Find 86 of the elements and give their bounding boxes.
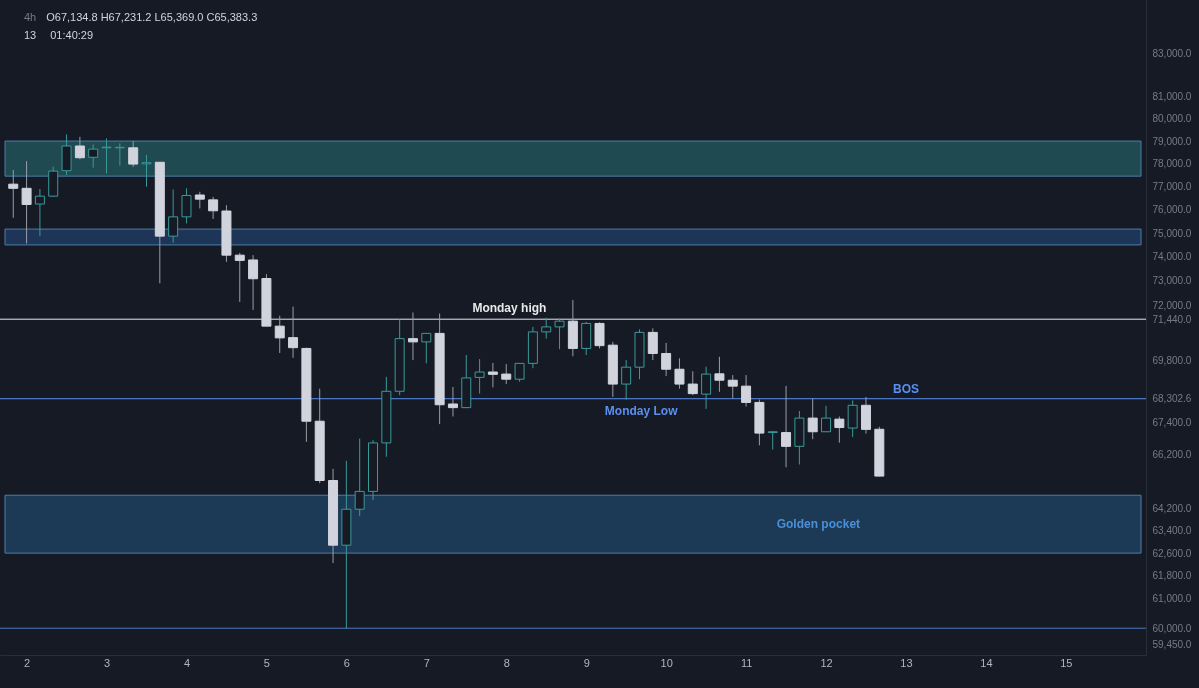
y-tick-label: 71,440.0 <box>1152 313 1192 325</box>
candlestick <box>621 359 632 401</box>
x-tick-label: 3 <box>103 656 111 669</box>
candlestick <box>847 399 858 438</box>
y-tick-label: 61,000.0 <box>1152 593 1192 605</box>
y-tick-label: 73,000.0 <box>1152 275 1192 287</box>
y-tick-label: 61,800.0 <box>1152 570 1192 582</box>
y-tick-label: 64,200.0 <box>1152 502 1192 514</box>
candlestick <box>34 188 45 237</box>
y-tick-label: 75,000.0 <box>1152 227 1192 239</box>
x-tick-label: 7 <box>423 656 430 669</box>
candlestick <box>21 160 32 244</box>
annotation: 01:40:29 <box>50 29 94 41</box>
candlestick <box>248 254 259 311</box>
x-tick-label: 4 <box>183 656 191 669</box>
candlestick <box>141 154 152 188</box>
candlestick <box>741 374 752 408</box>
candlestick <box>8 169 19 219</box>
candlestick <box>234 252 245 303</box>
x-tick-label: 15 <box>1060 656 1073 669</box>
y-tick-label: 59,450.0 <box>1152 639 1192 651</box>
candlestick <box>181 187 192 224</box>
candlestick <box>354 438 365 517</box>
y-tick-label: 79,000.0 <box>1152 135 1192 147</box>
x-tick-label: 10 <box>660 656 673 669</box>
y-tick-label: 63,400.0 <box>1152 525 1192 537</box>
x-tick-label: 13 <box>900 656 913 669</box>
candlestick <box>88 143 99 169</box>
candlestick <box>128 140 139 168</box>
candlestick <box>767 430 778 451</box>
candlestick <box>514 362 525 383</box>
candlestick <box>674 357 685 390</box>
x-tick-label: 2 <box>24 656 31 669</box>
candlestick <box>421 332 432 364</box>
y-tick-label: 74,000.0 <box>1152 251 1192 263</box>
candlestick <box>407 312 418 361</box>
y-tick-label: 60,000.0 <box>1152 622 1192 634</box>
x-tick-label: 5 <box>263 656 270 669</box>
y-tick-label: 68,302.6 <box>1152 393 1192 405</box>
candlestick <box>447 386 458 418</box>
y-tick-label: 78,000.0 <box>1152 158 1192 170</box>
y-tick-label: 76,000.0 <box>1152 204 1192 216</box>
candlestick <box>714 356 725 393</box>
candlestick <box>647 327 658 361</box>
candlestick <box>807 398 818 440</box>
y-tick-label: 83,000.0 <box>1152 48 1192 60</box>
candlestick <box>501 363 512 385</box>
candlestick <box>554 317 565 350</box>
y-tick-label: 66,200.0 <box>1152 448 1192 460</box>
ref-line-label: Monday Low <box>604 403 679 418</box>
candlestick <box>661 342 672 377</box>
candlestick <box>474 358 485 395</box>
x-tick-label: 12 <box>820 656 833 669</box>
text: 4h <box>24 11 37 23</box>
annotation: 13 <box>24 29 37 41</box>
candlestick <box>208 196 219 220</box>
candlestick <box>274 315 285 354</box>
candlestick <box>101 137 112 174</box>
candlestick <box>487 362 498 388</box>
candlestick <box>834 416 845 444</box>
y-tick-label: 69,800.0 <box>1152 354 1192 366</box>
candlestick <box>781 385 792 468</box>
y-tick-label: 77,000.0 <box>1152 180 1192 192</box>
y-tick-label: 72,000.0 <box>1152 299 1192 311</box>
x-tick-label: 6 <box>343 656 350 669</box>
candlestick <box>74 136 85 160</box>
candlestick <box>288 306 299 359</box>
annotation: BOS <box>892 381 919 396</box>
candlestick <box>701 366 712 410</box>
candlestick <box>168 188 179 244</box>
band-label: Golden pocket <box>776 517 861 532</box>
ref-line-label: Monday high <box>472 301 547 316</box>
text: O67,134.8 H67,231.2 L65,369.0 C65,383.3 <box>46 11 258 23</box>
x-tick-label: 14 <box>980 656 993 669</box>
candlestick <box>541 317 552 340</box>
candlestick <box>594 321 605 349</box>
y-tick-label: 62,600.0 <box>1152 547 1192 559</box>
y-tick-label: 80,000.0 <box>1152 113 1192 125</box>
x-tick-label: 8 <box>503 656 510 669</box>
y-tick-label: 81,000.0 <box>1152 91 1192 103</box>
candlestick <box>727 374 738 400</box>
x-tick-label: 11 <box>740 656 753 669</box>
y-tick-label: 67,400.0 <box>1152 416 1192 428</box>
candlestick <box>687 370 698 396</box>
candlestick <box>821 405 832 433</box>
x-tick-label: 9 <box>583 656 590 669</box>
